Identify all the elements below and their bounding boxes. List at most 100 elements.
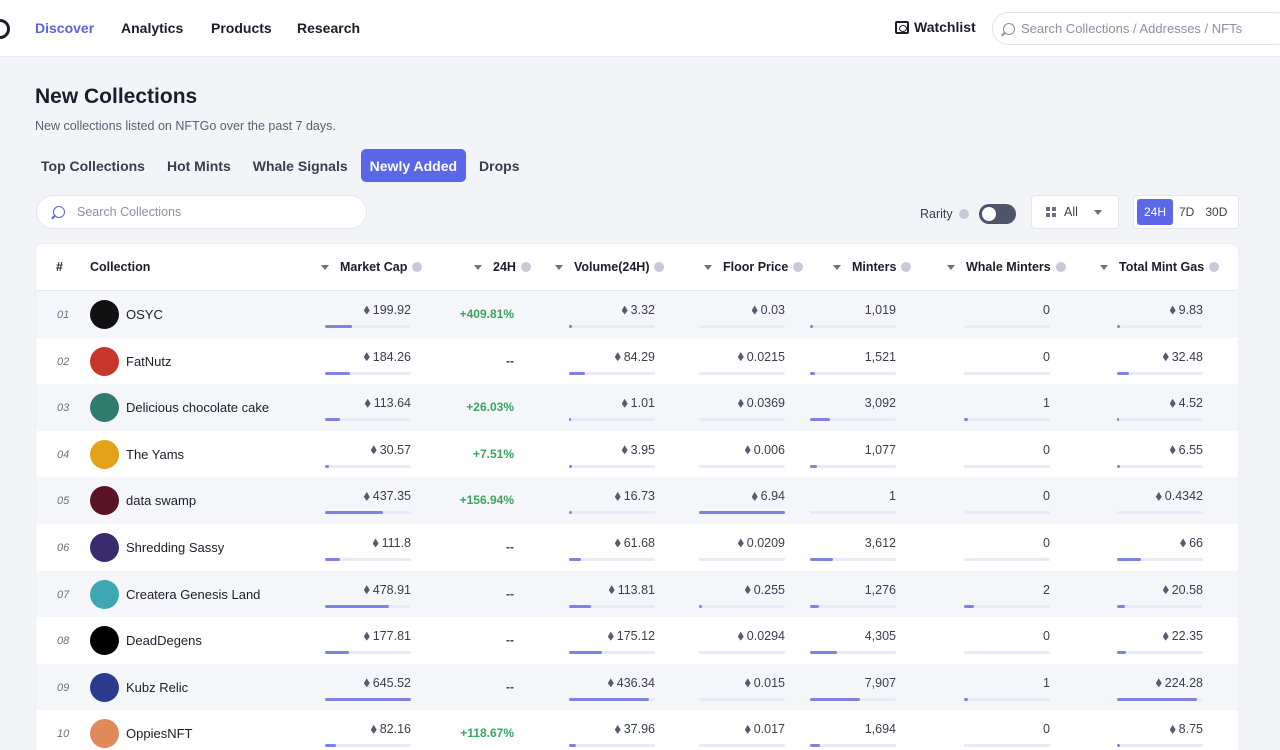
eth-icon [621, 398, 628, 408]
value-bar [569, 325, 655, 328]
collection-avatar[interactable] [90, 672, 119, 702]
tab-whale-signals[interactable]: Whale Signals [252, 157, 348, 174]
info-icon[interactable] [1055, 262, 1066, 272]
table-row[interactable]: 06 Shredding Sassy 111.8 61.68 0.0209 3,612 0 6… [36, 524, 1238, 571]
collection-avatar[interactable] [90, 486, 119, 516]
collection-name[interactable]: Createra Genesis Land [126, 586, 261, 602]
value: 1.01 [630, 396, 655, 411]
global-search-input[interactable] [1021, 21, 1271, 36]
value-bar [964, 511, 1050, 515]
collection-name[interactable]: OppiesNFT [126, 726, 193, 742]
row-rank: 09 [57, 681, 70, 694]
value: 4,305 [864, 629, 896, 644]
row-rank: 02 [57, 355, 70, 368]
cell-gas: 32.48 [1162, 350, 1203, 364]
info-icon[interactable] [654, 262, 665, 272]
table-row[interactable]: 04 The Yams 30.57 3.95 0.006 1,077 0 6.55 +7.51% [36, 431, 1238, 478]
table-row[interactable]: 07 Createra Genesis Land 478.91 113.81 0.255… [36, 570, 1238, 618]
row-rank: 04 [57, 448, 70, 461]
info-icon[interactable] [793, 262, 804, 272]
table-row[interactable]: 10 OppiesNFT 82.16 37.96 0.017 1,694 0 8.75 +118… [36, 710, 1238, 750]
collection-name[interactable]: OSYC [126, 307, 163, 322]
cell-floor: 0.03 [751, 303, 785, 317]
tab-drops[interactable]: Drops [479, 157, 520, 174]
col-total-mint-gas[interactable]: Total Mint Gas [1100, 260, 1220, 274]
period-24h[interactable]: 24H [1137, 199, 1173, 225]
collection-search[interactable] [36, 195, 367, 229]
table-row[interactable]: 01 OSYC 199.92 3.32 0.03 1,019 0 9.83 +409.81% [36, 291, 1238, 338]
collection-avatar[interactable] [90, 532, 119, 562]
watchlist-button[interactable]: Watchlist [895, 19, 976, 35]
collection-avatar[interactable] [90, 719, 119, 749]
value-bar [1117, 325, 1203, 328]
value-bar [699, 651, 785, 655]
table-row[interactable]: 03 Delicious chocolate cake 113.64 1.01 0.03… [36, 384, 1238, 431]
collection-name[interactable]: Delicious chocolate cake [126, 400, 270, 416]
info-icon[interactable] [1209, 262, 1220, 272]
value-bar [569, 604, 655, 608]
period-30d[interactable]: 30D [1205, 205, 1228, 219]
table-row[interactable]: 05 data swamp 437.35 16.73 6.94 1 0 0.4342 +156.… [36, 477, 1238, 524]
cell-whale-minters: 0 [1043, 443, 1050, 457]
collection-avatar[interactable] [90, 579, 119, 609]
value-bar [1117, 511, 1203, 515]
collection-name[interactable]: Kubz Relic [126, 679, 189, 695]
value-bar [810, 651, 896, 655]
col-volume-label: Volume(24H) [574, 260, 650, 274]
collection-name[interactable]: Shredding Sassy [126, 539, 225, 555]
table-row[interactable]: 02 FatNutz 184.26 84.29 0.0215 1,521 0 32.48 -- [36, 338, 1238, 385]
info-icon[interactable] [520, 262, 531, 272]
collection-avatar[interactable] [90, 626, 119, 656]
collection-avatar[interactable] [90, 300, 119, 329]
filter-dropdown[interactable]: All [1031, 195, 1119, 229]
rarity-toggle[interactable] [978, 204, 1016, 224]
table-row[interactable]: 08 DeadDegens 177.81 175.12 0.0294 4,305 0 22.3… [36, 617, 1238, 664]
collections-table: # Collection Market Cap 24H Volume(24H) … [35, 243, 1239, 750]
cell-floor: 0.0209 [737, 536, 785, 550]
cell-whale-minters: 2 [1043, 583, 1050, 597]
collection-avatar[interactable] [90, 439, 119, 469]
col-market-cap[interactable]: Market Cap [321, 260, 423, 274]
tab-hot-mints[interactable]: Hot Mints [166, 157, 231, 174]
col-volume[interactable]: Volume(24H) [555, 260, 665, 274]
global-search[interactable] [992, 12, 1280, 45]
cell-floor: 0.0215 [737, 350, 785, 364]
info-icon[interactable] [958, 209, 969, 219]
value: 199.92 [372, 303, 411, 317]
value: 177.81 [372, 629, 411, 644]
search-icon [1003, 22, 1015, 35]
collection-name[interactable]: The Yams [126, 446, 185, 462]
value: 61.68 [623, 535, 655, 550]
collection-search-input[interactable] [77, 205, 337, 219]
period-7d[interactable]: 7D [1179, 205, 1195, 219]
nav-products[interactable]: Products [211, 20, 272, 36]
col-24h[interactable]: 24H [474, 260, 531, 274]
table-row[interactable]: 09 Kubz Relic 645.52 436.34 0.015 7,907 1 224.2… [36, 663, 1238, 711]
col-floor[interactable]: Floor Price [704, 260, 804, 274]
value-bar [1117, 464, 1203, 468]
collection-name[interactable]: FatNutz [126, 353, 172, 369]
eth-icon [744, 678, 751, 688]
collection-name[interactable]: data swamp [126, 493, 197, 509]
col-minters[interactable]: Minters [833, 260, 912, 274]
nav-research[interactable]: Research [297, 20, 361, 36]
collection-name[interactable]: DeadDegens [126, 633, 202, 649]
nav-discover[interactable]: Discover [35, 20, 95, 36]
eth-icon [363, 631, 370, 641]
nav-analytics[interactable]: Analytics [121, 20, 184, 36]
value: 16.73 [623, 489, 655, 504]
value-bar [810, 511, 896, 515]
tab-top-collections[interactable]: Top Collections [41, 157, 145, 174]
eth-icon [363, 352, 370, 362]
eth-icon [751, 305, 758, 315]
value-bar [325, 464, 411, 468]
value-bar [569, 418, 655, 422]
collection-avatar[interactable] [90, 393, 119, 423]
tab-newly-added[interactable]: Newly Added [360, 149, 467, 182]
row-rank: 08 [57, 635, 70, 648]
info-icon[interactable] [901, 262, 912, 272]
info-icon[interactable] [412, 262, 423, 272]
col-whale-minters[interactable]: Whale Minters [947, 260, 1066, 274]
collection-avatar[interactable] [90, 346, 119, 376]
logo-icon[interactable] [0, 19, 10, 39]
